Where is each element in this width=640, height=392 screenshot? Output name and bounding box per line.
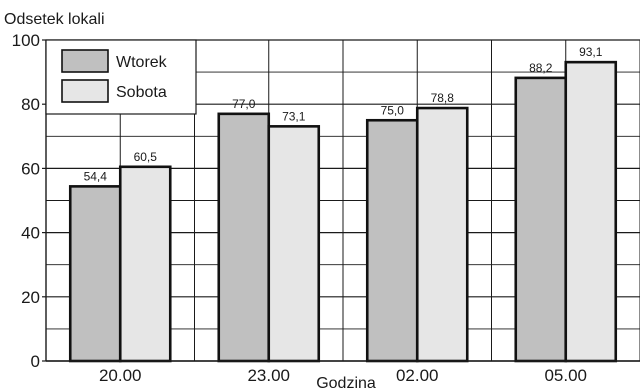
x-axis-label: Godzina (316, 375, 376, 392)
bars (68, 60, 618, 363)
data-label: 88,2 (529, 61, 553, 75)
bar-wtorek-1 (217, 112, 271, 363)
bar-sobota-0 (118, 165, 172, 363)
y-tick-label: 40 (21, 224, 40, 243)
x-tick-label: 02.00 (396, 366, 439, 385)
y-tick-label: 100 (12, 31, 40, 50)
y-axis-label: Odsetek lokali (4, 11, 105, 28)
bar-wtorek-0 (68, 185, 122, 363)
data-label: 77,0 (232, 97, 256, 111)
bar-wtorek-3 (514, 76, 568, 363)
data-label: 78,8 (431, 91, 455, 105)
data-label: 60,5 (134, 150, 158, 164)
legend-label: Sobota (116, 84, 167, 101)
data-label: 54,4 (84, 169, 108, 183)
data-label: 75,0 (381, 103, 405, 117)
legend-label: Wtorek (116, 54, 168, 71)
bar-sobota-1 (267, 125, 321, 363)
bar-wtorek-2 (365, 118, 419, 363)
bar-sobota-2 (415, 106, 469, 363)
legend-swatch (61, 49, 109, 73)
legend: Wtorek Sobota (45, 39, 197, 115)
legend-swatch (61, 79, 109, 103)
x-tick-label: 20.00 (99, 366, 142, 385)
x-tick-label: 05.00 (544, 366, 587, 385)
bar-sobota-3 (564, 60, 618, 363)
data-label: 73,1 (282, 109, 306, 123)
data-labels: 54,4 60,5 77,0 73,1 75,0 78,8 88,2 93,1 (84, 45, 603, 183)
axes: 20.00 23.00 02.00 05.00 0 20 40 60 80 100 (12, 31, 640, 385)
y-tick-label: 0 (31, 352, 40, 371)
y-tick-label: 60 (21, 159, 40, 178)
y-tick-label: 20 (21, 288, 40, 307)
x-tick-label: 23.00 (247, 366, 290, 385)
y-tick-label: 80 (21, 95, 40, 114)
data-label: 93,1 (579, 45, 603, 59)
